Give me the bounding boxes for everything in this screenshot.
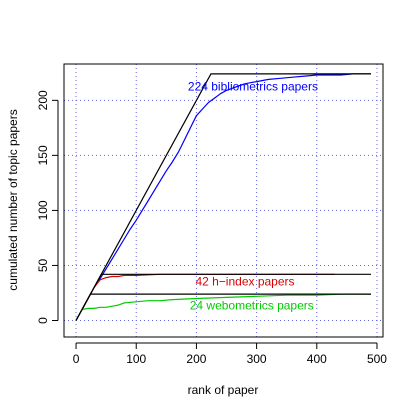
y-tick-label: 150 (36, 145, 50, 165)
y-tick-label: 200 (36, 90, 50, 110)
x-axis: 0 100 200 300 400 500 (73, 342, 387, 366)
x-tick-label: 100 (126, 352, 146, 366)
x-tick-label: 300 (247, 352, 267, 366)
y-axis-title: cumulated number of topic papers (6, 109, 20, 290)
y-tick-label: 0 (36, 317, 50, 324)
x-tick-label: 200 (186, 352, 206, 366)
reference-line-1 (75, 73, 371, 321)
plot-frame (63, 63, 384, 338)
x-tick-label: 500 (367, 352, 387, 366)
reference-line-5 (75, 293, 371, 321)
annotation-label-1: 42 h−index papers (195, 274, 294, 288)
series-line-0 (75, 73, 371, 321)
x-tick-label: 400 (307, 352, 327, 366)
annotation-label-0: 224 bibliometrics papers (188, 79, 318, 93)
y-tick-label: 100 (36, 200, 50, 220)
x-tick-label: 0 (73, 352, 80, 366)
annotations: 224 bibliometrics papers 42 h−index paper… (188, 79, 318, 312)
grid (64, 64, 383, 337)
y-tick-label: 50 (36, 258, 50, 272)
plot-series (75, 73, 371, 321)
series-line-4 (75, 293, 371, 321)
y-axis: 0 50 100 150 200 (36, 90, 59, 324)
x-axis-title: rank of paper (188, 383, 259, 397)
annotation-label-2: 24 webometrics papers (190, 298, 314, 312)
